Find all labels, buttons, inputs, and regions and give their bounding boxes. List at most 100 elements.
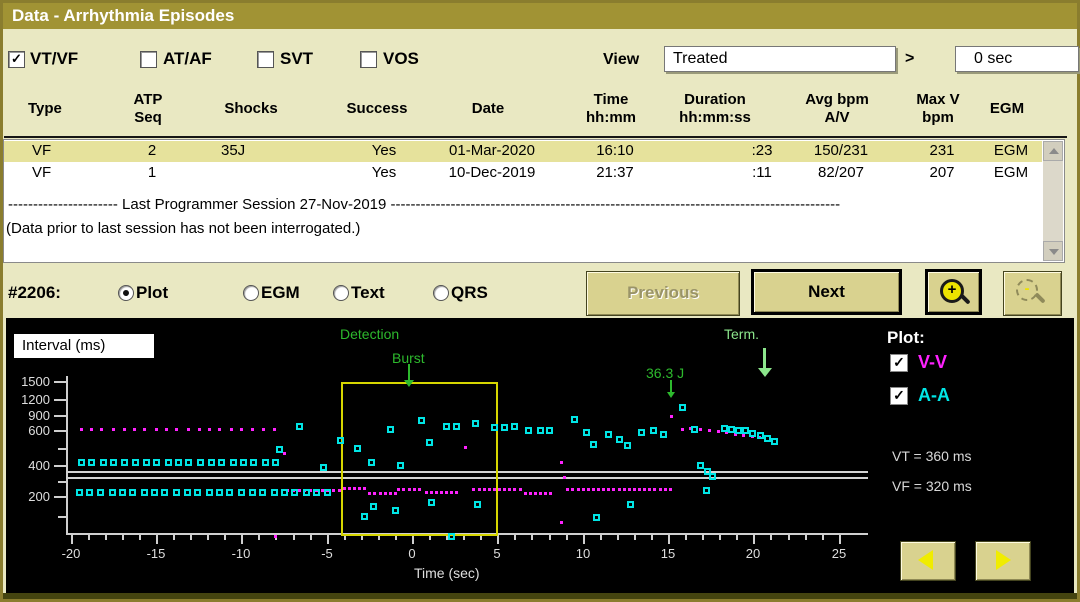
data-point-a-a [259,489,266,496]
data-point-a-a [537,427,544,434]
y-minor-tick [58,448,66,450]
x-minor-tick [736,535,738,540]
data-point-a-a [250,459,257,466]
vos-checkbox-label: VOS [383,49,419,68]
data-point-a-a [238,489,245,496]
data-point-v-v [544,492,547,495]
table-scrollbar[interactable] [1043,141,1063,261]
data-point-v-v [607,488,610,491]
x-minor-tick [651,535,653,540]
a-a-plot-checkbox[interactable]: ✓ [890,387,908,405]
plot-radio-label: Plot [136,283,169,302]
data-point-a-a [86,489,93,496]
data-point-a-a [735,427,742,434]
x-minor-tick [463,535,465,540]
data-point-a-a [153,459,160,466]
scroll-left-button[interactable] [900,541,956,581]
chevron-down-icon [1049,249,1059,255]
y-tick-label: 600 [28,423,50,438]
x-minor-tick [702,535,704,540]
scrollbar-down-button[interactable] [1043,241,1063,261]
at-af-checkbox[interactable] [140,51,157,68]
table-header-divider [4,136,1067,138]
data-point-v-v [455,491,458,494]
text-radio[interactable] [333,285,349,301]
data-point-a-a [354,445,361,452]
36-3-j-annotation: 36.3 J [646,365,685,381]
y-axis [66,376,68,535]
x-minor-tick [190,535,192,540]
zoom-in-button[interactable]: + [925,269,982,315]
data-point-v-v [338,489,341,492]
burst-arrow-icon [408,364,410,380]
data-point-a-a [387,426,394,433]
vt-vf-checkbox[interactable]: ✓ [8,51,25,68]
qrs-radio[interactable] [433,285,449,301]
egm-radio[interactable] [243,285,259,301]
magnifier-plus-icon: + [940,279,971,305]
data-point-a-a [97,489,104,496]
episode-table: VF 2 35J Yes 01-Mar-2020 16:10:23 150/231 231 EG… [3,139,1065,263]
data-point-v-v [418,488,421,491]
data-point-a-a [764,435,771,442]
x-minor-tick [566,535,568,540]
data-point-v-v [582,488,585,491]
cell-time: 16:10 [596,142,634,159]
x-minor-tick [139,535,141,540]
data-point-v-v [143,428,146,431]
x-minor-tick [770,535,772,540]
svt-checkbox[interactable] [257,51,274,68]
data-point-v-v [321,489,324,492]
data-point-a-a [185,459,192,466]
cell-avg-bpm: 150/231 [813,142,869,159]
zoom-out-button[interactable]: - [1003,271,1062,316]
data-point-v-v [633,488,636,491]
table-row[interactable]: VF 1 Yes 10-Dec-2019 21:37:11 82/207 207 EGM [4,163,1042,184]
data-point-a-a [119,489,126,496]
data-point-a-a [165,459,172,466]
data-point-a-a [491,424,498,431]
vos-checkbox[interactable] [360,51,377,68]
left-triangle-icon [918,550,933,570]
x-tick-label: 25 [831,546,847,561]
scroll-right-button[interactable] [975,541,1031,581]
data-point-a-a [161,489,168,496]
duration-box[interactable]: 0 sec [955,46,1079,72]
x-minor-tick [531,535,533,540]
interrogation-note: (Data prior to last session has not been… [6,220,361,237]
term-arrow-head-icon [757,368,772,377]
table-row[interactable]: VF 2 35J Yes 01-Mar-2020 16:10:23 150/231 231 EG… [4,141,1042,162]
next-button[interactable]: Next [751,269,902,315]
scrollbar-up-button[interactable] [1043,141,1063,161]
data-point-v-v [717,430,720,433]
view-dropdown[interactable]: Treated [664,46,896,72]
cell-duration: :23 [751,142,773,159]
data-point-v-v [708,429,711,432]
data-point-v-v [534,492,537,495]
episode-id-label: #2206: [8,283,61,302]
data-point-v-v [402,488,405,491]
data-point-a-a [272,459,279,466]
x-tick [497,535,499,544]
data-point-a-a [271,489,278,496]
data-point-a-a [173,489,180,496]
x-minor-tick [224,535,226,540]
y-tick [54,465,66,467]
data-point-v-v [218,428,221,431]
data-point-v-v [725,431,728,434]
y-tick [54,496,66,498]
data-point-v-v [430,491,433,494]
previous-button[interactable]: Previous [586,271,740,316]
plot-radio[interactable] [118,285,134,301]
data-point-v-v [560,461,563,464]
data-point-v-v [508,488,511,491]
v-v-plot-label: V-V [918,352,948,372]
data-point-a-a [571,416,578,423]
x-tick [839,535,841,544]
v-v-plot-checkbox[interactable]: ✓ [890,354,908,372]
data-point-a-a [546,427,553,434]
data-point-v-v [670,415,673,418]
data-point-v-v [587,488,590,491]
data-point-a-a [197,459,204,466]
data-point-a-a [361,513,368,520]
